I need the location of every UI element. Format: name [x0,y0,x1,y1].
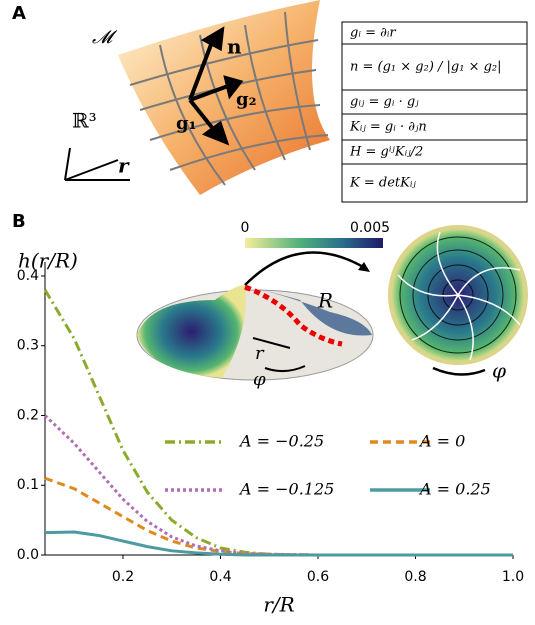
x-tick-label: 0.6 [307,569,329,585]
label: r [118,154,130,178]
arrow-head [358,262,370,272]
colorbar [245,238,383,248]
inset: 0 0.005 R r φ φ [137,220,526,390]
label: R [317,289,333,313]
legend-label: A = −0.125 [238,480,334,499]
equation: gᵢⱼ = gᵢ · gⱼ [350,95,419,110]
colorbar-tick: 0.005 [350,220,390,236]
y-tick-label: 0.1 [17,477,39,493]
label: g₁ [176,113,196,134]
y-tick-label: 0.3 [17,338,39,354]
y-tick-label: 0.0 [17,547,39,563]
x-tick-label: 1.0 [502,569,524,585]
x-tick-label: 0.4 [209,569,231,585]
x-axis-label: r/R [263,593,294,617]
panel-label: A [12,3,26,24]
label: φ [253,369,266,390]
figure: A 𝓜 n g₂ g₁ ℝ³ r gᵢ = ∂ᵢr n = (g₁ × g₂) … [0,0,535,621]
label: g₂ [236,89,256,110]
y-tick-label: 0.2 [17,407,39,423]
label: r [255,343,265,364]
y-axis-label: h(r/R) [18,249,78,273]
label: n [227,35,242,59]
legend-label: A = 0.25 [418,480,491,499]
equation: Kᵢⱼ = gᵢ · ∂ⱼn [349,120,427,135]
label: ℝ³ [72,109,97,133]
equation-table: gᵢ = ∂ᵢr n = (g₁ × g₂) / |g₁ × g₂| gᵢⱼ =… [342,22,527,202]
equation: gᵢ = ∂ᵢr [350,26,396,41]
x-tick-label: 0.2 [112,569,134,585]
colorbar-tick: 0 [241,220,250,236]
equation: K = detKᵢⱼ [349,176,416,191]
equation: H = gⁱʲKᵢⱼ/2 [349,145,423,160]
x-tick-label: 0.8 [404,569,426,585]
legend-label: A = −0.25 [238,432,324,451]
label: φ [492,359,506,383]
panel-label: B [12,211,26,232]
arrow [245,252,365,285]
equation: n = (g₁ × g₂) / |g₁ × g₂| [350,60,502,75]
legend-label: A = 0 [418,432,465,451]
label: 𝓜 [92,27,118,48]
panel-a: A 𝓜 n g₂ g₁ ℝ³ r gᵢ = ∂ᵢr n = (g₁ × g₂) … [12,0,527,202]
series-line [45,532,513,555]
